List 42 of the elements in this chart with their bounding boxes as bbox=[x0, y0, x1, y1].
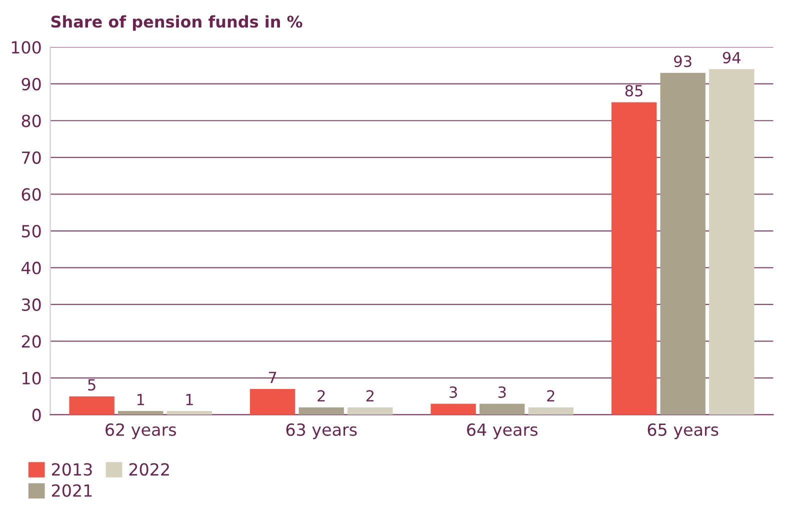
data-label: 3 bbox=[450, 386, 457, 398]
data-label: 1 bbox=[137, 394, 144, 406]
legend-label: 2013 bbox=[52, 463, 92, 476]
bar bbox=[528, 407, 574, 415]
data-label: 1 bbox=[186, 394, 193, 406]
y-tick-label: 0 bbox=[32, 408, 41, 422]
data-label: 85 bbox=[625, 84, 642, 97]
y-tick-label: 80 bbox=[22, 114, 41, 128]
legend-label: 2022 bbox=[129, 463, 169, 476]
data-label: 2 bbox=[318, 390, 325, 402]
bar bbox=[430, 404, 476, 415]
bar bbox=[250, 388, 296, 415]
y-tick-label: 40 bbox=[22, 262, 41, 274]
y-tick-label: 90 bbox=[22, 78, 41, 90]
bar bbox=[166, 411, 212, 415]
bar bbox=[660, 72, 706, 415]
data-label: 5 bbox=[88, 379, 96, 391]
x-tick-label: 63 years bbox=[286, 423, 357, 440]
bar bbox=[118, 411, 164, 415]
bar bbox=[69, 396, 114, 415]
data-label: 2 bbox=[366, 390, 374, 402]
bar bbox=[709, 69, 754, 415]
y-tick-label: 50 bbox=[22, 224, 41, 238]
bar bbox=[348, 407, 393, 415]
data-label: 2 bbox=[547, 390, 554, 402]
x-tick-label: 64 years bbox=[467, 423, 538, 440]
legend-label: 2021 bbox=[52, 484, 92, 497]
data-label: 94 bbox=[722, 52, 741, 64]
y-tick-label: 20 bbox=[22, 335, 41, 348]
y-tick-label: 60 bbox=[22, 188, 41, 201]
y-tick-label: 100 bbox=[12, 41, 41, 54]
y-tick-label: 30 bbox=[22, 298, 41, 312]
chart-title: Share of pension funds in % bbox=[51, 15, 302, 31]
x-tick-label: 62 years bbox=[106, 423, 176, 440]
x-tick-label: 65 years bbox=[648, 423, 718, 440]
data-label: 93 bbox=[674, 56, 692, 68]
bar bbox=[611, 102, 657, 415]
bar bbox=[480, 404, 525, 415]
bar bbox=[298, 407, 344, 415]
data-label: 3 bbox=[498, 386, 506, 398]
y-tick-label: 10 bbox=[22, 372, 41, 385]
y-tick-label: 70 bbox=[22, 151, 41, 164]
